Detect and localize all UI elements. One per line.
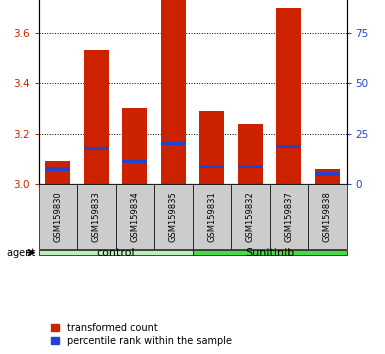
Bar [45, 161, 70, 184]
Bar [199, 165, 224, 168]
Text: control: control [96, 247, 135, 258]
Bar [161, 0, 186, 184]
Text: GSM159837: GSM159837 [284, 191, 293, 242]
Bar [84, 50, 109, 184]
Text: GSM159830: GSM159830 [53, 191, 62, 242]
Bar [45, 167, 70, 171]
Bar [270, 184, 308, 249]
Bar [154, 184, 192, 249]
Bar [192, 250, 346, 255]
Text: GSM159835: GSM159835 [169, 191, 178, 242]
Text: GSM159833: GSM159833 [92, 191, 101, 242]
Text: GSM159838: GSM159838 [323, 191, 332, 242]
Text: Sunitinib: Sunitinib [245, 247, 294, 258]
Bar [315, 169, 340, 184]
Bar [238, 124, 263, 184]
Bar [276, 144, 301, 148]
Bar [122, 160, 147, 163]
Legend: transformed count, percentile rank within the sample: transformed count, percentile rank withi… [51, 323, 232, 346]
Text: GSM159834: GSM159834 [130, 191, 139, 242]
Bar [161, 142, 186, 145]
Bar [38, 250, 192, 255]
Bar [116, 184, 154, 249]
Bar [238, 165, 263, 168]
Bar [231, 184, 270, 249]
Bar [84, 147, 109, 150]
Bar [199, 111, 224, 184]
Bar [276, 7, 301, 184]
Text: GSM159831: GSM159831 [207, 191, 216, 242]
Bar [192, 184, 231, 249]
Text: GSM159832: GSM159832 [246, 191, 255, 242]
Bar [38, 184, 77, 249]
Bar [122, 108, 147, 184]
Bar [315, 172, 340, 176]
Bar [308, 184, 346, 249]
Bar [77, 184, 116, 249]
Text: agent: agent [7, 247, 38, 258]
